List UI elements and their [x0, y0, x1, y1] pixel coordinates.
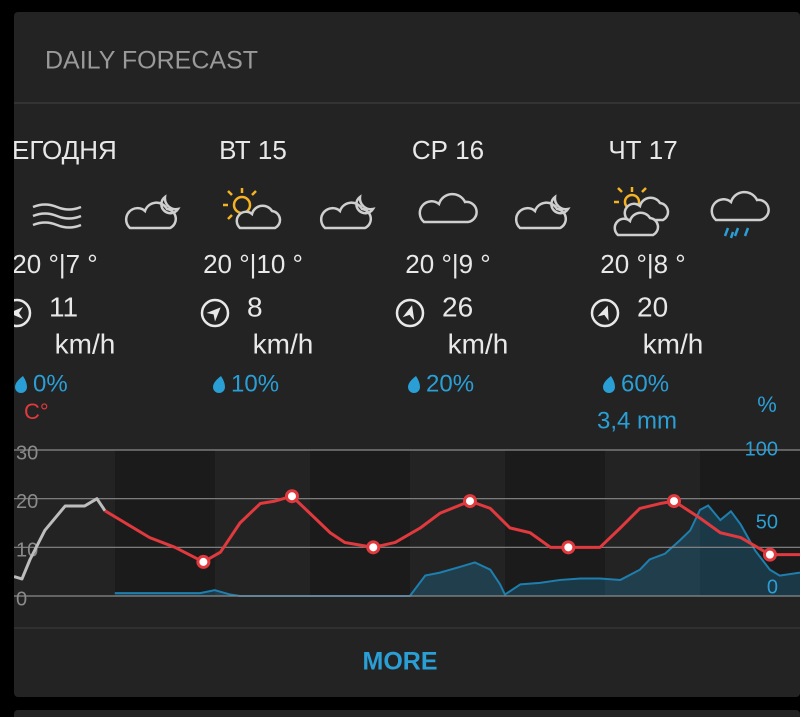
fog-icon — [32, 203, 82, 229]
wind-unit: km/h — [55, 328, 116, 359]
extreme-point — [284, 489, 299, 504]
precip-chance: 20% — [426, 370, 474, 397]
y-axis-unit: C° — [24, 399, 49, 424]
night-band — [700, 450, 800, 596]
drop-icon — [408, 376, 420, 393]
precip-chance: 0% — [33, 370, 68, 397]
y-tick-label: 20 — [16, 491, 38, 513]
drop-icon — [603, 376, 615, 393]
extreme-point — [366, 540, 381, 555]
wind-icon — [395, 298, 425, 328]
moon-cloud-icon — [124, 194, 181, 230]
day-label: СР 16 — [412, 135, 484, 165]
y-tick-label: 30 — [16, 442, 38, 464]
wind-icon — [14, 298, 32, 328]
night-band — [115, 450, 215, 596]
cloud-icon — [418, 192, 478, 224]
day-label: СЕГОДНЯ — [0, 135, 117, 165]
drop-icon — [213, 376, 225, 393]
wind-speed: 20 — [637, 291, 668, 322]
wind-speed: 11 — [49, 291, 78, 322]
wind-circle — [200, 298, 230, 328]
extreme-point — [462, 494, 477, 509]
drop-icon — [15, 376, 27, 393]
more-button[interactable]: MORE — [363, 648, 438, 676]
wind-unit: km/h — [448, 328, 509, 359]
temperature-range: 20 °|7 ° — [12, 249, 97, 279]
y2-axis-unit: % — [757, 392, 777, 417]
temperature-range: 20 °|10 ° — [203, 249, 303, 279]
wind-arrow — [597, 305, 609, 321]
extreme-point — [561, 540, 576, 555]
wind-arrow — [402, 305, 415, 321]
next-card — [14, 710, 800, 717]
precip-chance: 10% — [231, 370, 279, 397]
extreme-point — [196, 554, 211, 569]
temperature-line — [14, 497, 107, 581]
extreme-point — [762, 547, 777, 562]
wind-speed: 26 — [442, 291, 473, 322]
sun-clouds-icon — [613, 187, 670, 237]
temperature-range: 20 °|8 ° — [600, 249, 685, 279]
y-tick-label: 0 — [16, 588, 27, 610]
precip-amount: 3,4 mm — [597, 407, 677, 434]
extreme-point — [667, 494, 682, 509]
wind-arrow — [14, 307, 23, 319]
precip-line — [114, 504, 800, 597]
night-band — [310, 450, 410, 596]
y2-tick-label: 100 — [745, 438, 778, 460]
rain-icon — [710, 190, 770, 239]
y2-tick-label: 0 — [767, 576, 778, 598]
wind-unit: km/h — [643, 328, 704, 359]
wind-unit: km/h — [253, 328, 314, 359]
weather-icons — [32, 187, 770, 239]
temperature-range: 20 °|9 ° — [405, 249, 490, 279]
wind-speed: 8 — [247, 291, 263, 322]
wind-circle — [590, 298, 620, 328]
moon-cloud-icon — [319, 194, 376, 230]
wind-circle — [14, 298, 32, 328]
wind-circle — [395, 298, 425, 328]
day-label: ЧТ 17 — [608, 135, 677, 165]
precip-area — [114, 505, 800, 596]
moon-cloud-icon — [514, 194, 571, 230]
precip-chance: 60% — [621, 370, 669, 397]
wind-icon — [590, 298, 620, 328]
y2-tick-label: 50 — [756, 511, 778, 533]
day-label: ВТ 15 — [219, 135, 287, 165]
night-band — [505, 450, 605, 596]
sun-cloud-icon — [223, 188, 282, 230]
header-title: DAILY FORECAST — [45, 47, 258, 75]
